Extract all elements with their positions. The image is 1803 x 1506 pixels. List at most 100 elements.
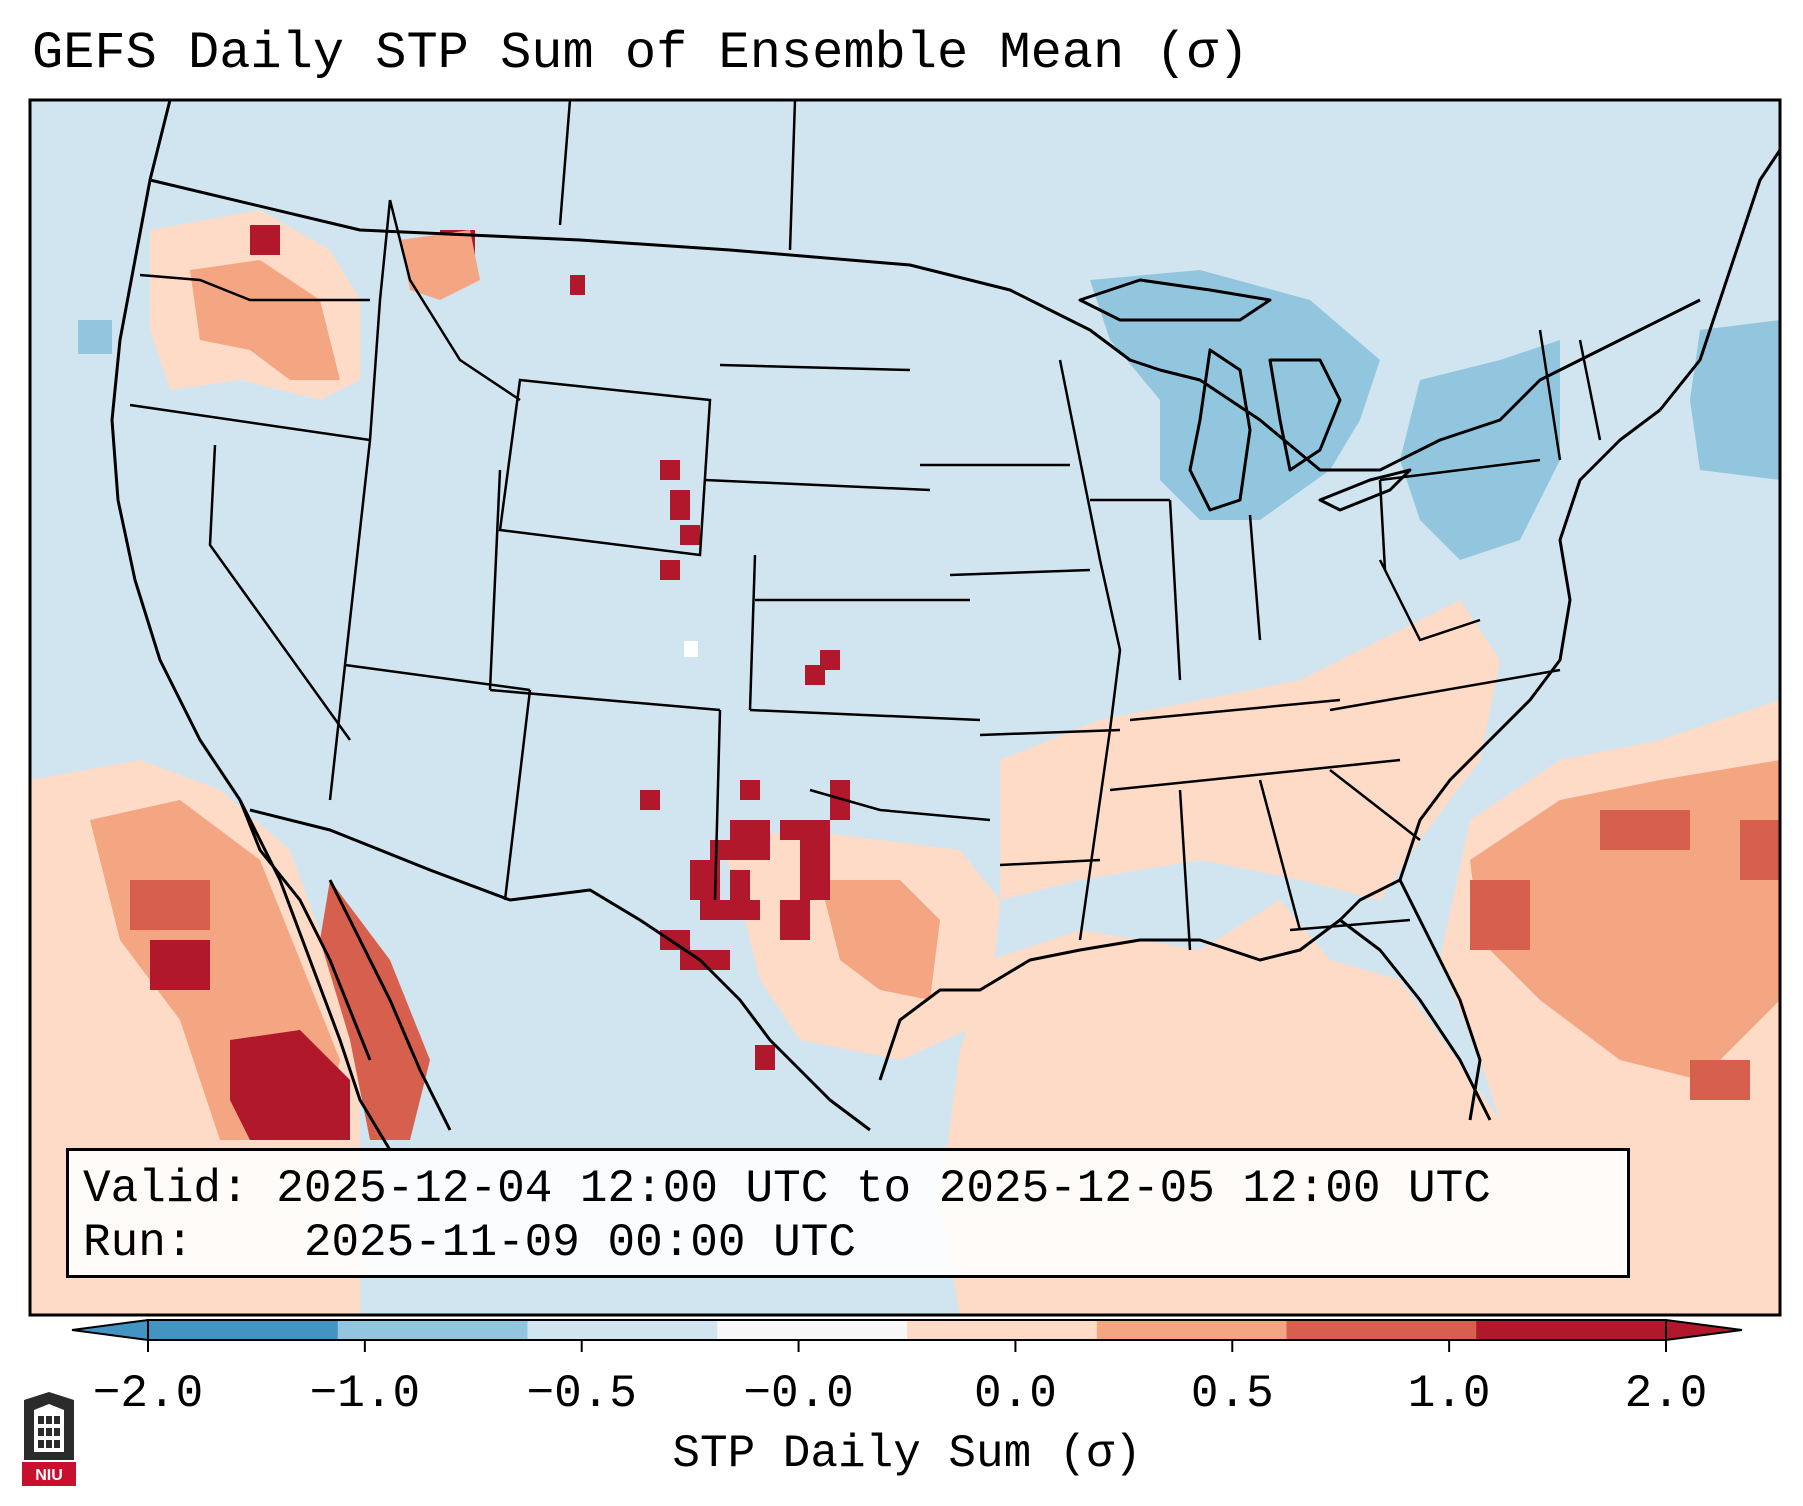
anomaly-pnw-strong-1 <box>250 225 280 255</box>
anomaly-atlantic-strong-1 <box>1470 880 1530 950</box>
coastline-gulf <box>878 918 1492 1121</box>
border-mexico <box>249 808 871 1132</box>
map-panel <box>30 100 1780 1315</box>
anomaly-southern-plains-strong <box>570 275 850 1070</box>
colorbar-bin <box>337 1320 528 1340</box>
border-nd-mn <box>788 100 797 251</box>
border-sd-ne <box>704 478 931 492</box>
info-box: Valid: 2025-12-04 12:00 UTC to 2025-12-0… <box>66 1148 1630 1278</box>
border-va-wv <box>1378 559 1481 642</box>
run-label: Run: <box>83 1217 194 1269</box>
great-lake-huron <box>1268 358 1342 472</box>
border-ms-al <box>1178 789 1192 951</box>
niu-logo-banner <box>22 1462 76 1486</box>
anomaly-texas-moderate <box>820 880 940 1000</box>
border-mississippi <box>1058 359 1122 941</box>
colorbar-bin <box>527 1320 718 1340</box>
border-az-nm <box>503 689 532 901</box>
border-al-ga <box>1258 779 1302 931</box>
colorbar-frame <box>147 1319 1667 1341</box>
border-ia-mo <box>949 568 1091 577</box>
anomaly-atlantic-strong-2 <box>1600 810 1690 850</box>
colorbar-bin <box>1286 1320 1477 1340</box>
great-lake-superior <box>1078 278 1272 322</box>
border-ks-ok <box>749 708 981 722</box>
border-ut-az <box>344 663 531 692</box>
border-nv-ut <box>343 439 372 666</box>
border-ut-co <box>488 469 502 691</box>
border-ok-tx <box>809 788 991 822</box>
coastline-east <box>1398 408 1661 881</box>
colorbar-tick-label: −0.5 <box>526 1368 637 1420</box>
run-text: 2025-11-09 00:00 UTC <box>303 1217 856 1269</box>
border-ca-nv <box>208 444 352 741</box>
map-frame <box>28 98 1782 1317</box>
border-id-mt <box>388 199 521 402</box>
colorbar-tick-label: 0.0 <box>974 1368 1057 1420</box>
anomaly-atlantic-moderate <box>1470 760 1780 1080</box>
border-wa-or <box>139 273 370 302</box>
anomaly-baja-strong <box>230 1030 350 1140</box>
anomaly-pacific-negative <box>78 320 112 354</box>
border-mt-nd <box>558 100 572 226</box>
border-ga-sc <box>1329 769 1421 841</box>
border-nm-tx <box>713 709 722 901</box>
border-pa-ny <box>1379 458 1541 482</box>
valid-label: Valid: <box>83 1163 249 1215</box>
anomaly-white-cell <box>684 641 698 657</box>
colorbar-bin <box>1096 1320 1287 1340</box>
border-ga-fl <box>1289 918 1411 932</box>
anomaly-atlantic-strong-3 <box>1690 1060 1750 1100</box>
colorbar-extend-min <box>71 1318 149 1342</box>
border-canada <box>149 178 1701 472</box>
run-line: Run: 2025-11-09 00:00 UTC <box>83 1217 856 1269</box>
coastline-florida <box>1338 878 1482 1121</box>
anomaly-maritimes-negative <box>1690 320 1780 480</box>
border-ar-la <box>999 858 1101 867</box>
anomaly-idaho-moderate <box>400 230 480 300</box>
border-wy <box>498 378 712 557</box>
colorbar-bin <box>1476 1320 1667 1340</box>
border-ky-tn <box>1129 698 1341 722</box>
colorbar-extend-max <box>1665 1318 1743 1342</box>
valid-text: 2025-12-04 12:00 UTC to 2025-12-05 12:00… <box>276 1163 1491 1215</box>
anomaly-northeast-negative <box>1400 340 1560 560</box>
niu-logo-windows <box>38 1416 60 1448</box>
border-nc-va <box>1329 668 1561 712</box>
border-id <box>368 199 392 441</box>
colorbar-tick-label: −0.0 <box>743 1368 854 1420</box>
colorbar <box>71 1318 1743 1352</box>
border-ny-ne <box>1538 329 1562 461</box>
anomaly-gulf-of-california <box>320 880 430 1140</box>
anomaly-atlantic-strong-4 <box>1740 820 1780 880</box>
border-az <box>328 664 347 801</box>
map-title: GEFS Daily STP Sum of Ensemble Mean (σ) <box>32 24 1249 83</box>
coastline-canada-east <box>1658 149 1780 411</box>
colorbar-tick-label: 2.0 <box>1624 1368 1708 1420</box>
state-border-layer <box>129 100 1602 951</box>
colorbar-tick-label: −1.0 <box>309 1368 421 1420</box>
border-co-ks <box>748 554 757 711</box>
border-tn-south <box>1109 758 1401 792</box>
great-lake-michigan <box>1188 348 1252 512</box>
coastline-mexico-west <box>328 879 452 1131</box>
border-co-nm <box>489 688 721 712</box>
coastline-west <box>110 100 372 1061</box>
border-new-england <box>1578 339 1602 441</box>
border-nd-sd <box>719 363 911 372</box>
valid-line: Valid: 2025-12-04 12:00 UTC to 2025-12-0… <box>83 1163 1491 1215</box>
niu-logo-text: NIU <box>35 1467 63 1484</box>
colorbar-tick-label: 1.0 <box>1407 1368 1491 1420</box>
anomaly-pacific-strong-a <box>130 880 210 930</box>
great-lake-erie <box>1318 468 1412 512</box>
anomaly-southeast-light <box>1000 600 1500 900</box>
border-mo-ar <box>979 728 1121 737</box>
border-or-ca <box>129 403 371 442</box>
coastline-baja <box>238 799 392 1151</box>
colorbar-tick-label: −2.0 <box>92 1368 204 1420</box>
boundary-layer <box>110 100 1780 1151</box>
colorbar-tick-label: 0.5 <box>1190 1368 1274 1420</box>
colorbar-bin <box>907 1320 1098 1340</box>
border-il-in <box>1168 499 1182 681</box>
